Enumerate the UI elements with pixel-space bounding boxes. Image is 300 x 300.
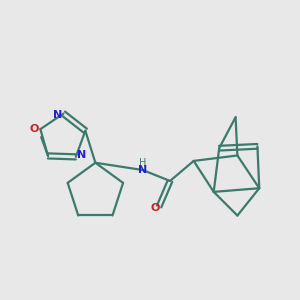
Text: N: N <box>138 165 147 175</box>
Text: H: H <box>139 158 146 169</box>
Text: O: O <box>29 124 38 134</box>
Text: O: O <box>150 203 159 213</box>
Text: N: N <box>53 110 63 120</box>
Text: N: N <box>77 150 86 161</box>
